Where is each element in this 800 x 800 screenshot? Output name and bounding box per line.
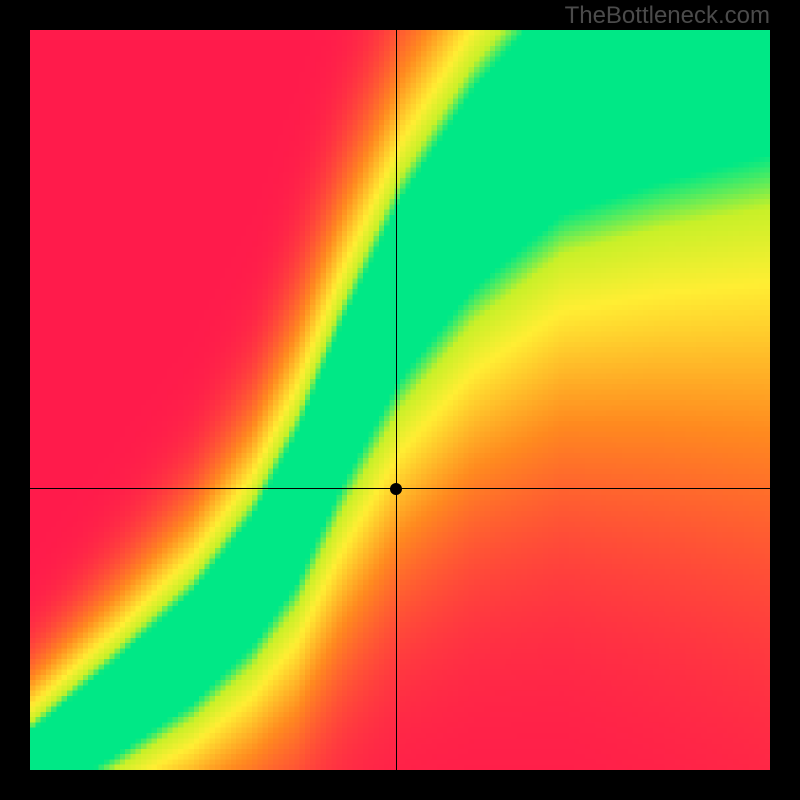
- chart-container: TheBottleneck.com: [0, 0, 800, 800]
- watermark-text: TheBottleneck.com: [565, 2, 770, 30]
- bottleneck-heatmap: [30, 30, 770, 770]
- data-point-marker: [390, 483, 402, 495]
- crosshair-vertical: [396, 30, 397, 770]
